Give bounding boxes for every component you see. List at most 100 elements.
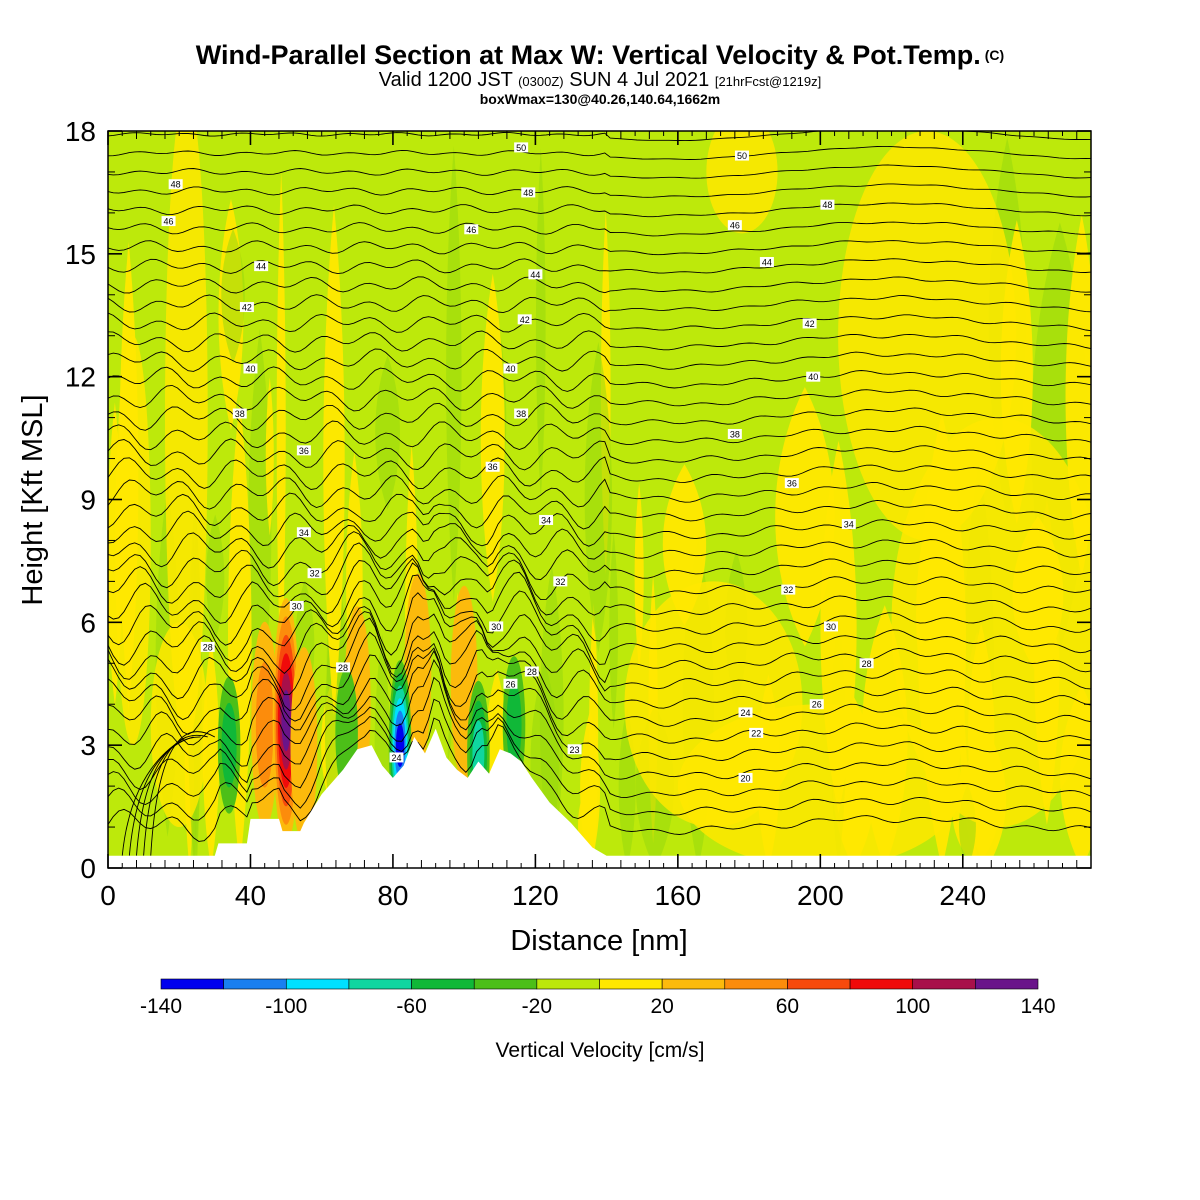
y-tick-label: 9: [80, 485, 96, 516]
isentrope-label: 24: [738, 707, 753, 718]
isentrope-line: [108, 531, 1091, 589]
isentrope-label: 40: [243, 363, 258, 374]
isentrope-line: [108, 145, 1091, 160]
isentrope-line: [108, 523, 1091, 569]
isentrope-label: 44: [759, 257, 774, 268]
colorbar-tick-label: 60: [776, 995, 799, 1018]
velocity-streak: [634, 482, 644, 670]
isentrope-label-text: 46: [466, 225, 476, 235]
isentrope-label-text: 36: [488, 462, 498, 472]
y-tick-label: 18: [65, 116, 96, 147]
isentrope-label-box: [514, 142, 529, 153]
isentrope-label: 46: [727, 220, 742, 231]
isentrope-label-box: [296, 527, 311, 538]
colorbar-tick-label: 100: [895, 995, 930, 1018]
isentrope-line: [108, 492, 1091, 530]
y-tick-label: 15: [65, 239, 96, 270]
colorbar-swatch: [849, 978, 914, 990]
velocity-streak: [446, 145, 462, 603]
x-tick-label: 240: [939, 880, 986, 911]
isentrope-label: 28: [524, 666, 539, 677]
isentrope-label-text: 32: [310, 569, 320, 579]
downdraft-core: [506, 682, 522, 768]
valid-prefix: Valid 1200 JST: [378, 69, 513, 91]
isentrope-label-box: [521, 187, 536, 198]
isentrope-label-box: [514, 408, 529, 419]
isentrope-label-text: 46: [164, 217, 174, 227]
updraft-core: [290, 647, 318, 844]
isentrope-line: [108, 649, 1091, 770]
isentrope-label-box: [243, 363, 258, 374]
isentrope-label-text: 32: [555, 577, 565, 587]
isentrope-label-box: [336, 662, 351, 673]
chart-title-block: Wind-Parallel Section at Max W: Vertical…: [0, 40, 1200, 107]
x-tick-label: 40: [235, 880, 266, 911]
isentrope-label-box: [168, 179, 183, 190]
isentrope-label-text: 30: [826, 622, 836, 632]
isentrope-line: [108, 348, 1091, 372]
isentrope-line: [150, 731, 216, 856]
isentrope-label-box: [734, 150, 749, 161]
isentrope-label: 46: [464, 224, 479, 235]
y-tick-label: 0: [80, 853, 96, 884]
isentrope-line: [108, 542, 1091, 604]
colorbar-tick-label: 140: [1020, 995, 1055, 1018]
colorbar-swatch: [160, 978, 224, 990]
isentrope-label-text: 30: [292, 601, 302, 611]
isentrope-line: [108, 676, 1091, 805]
isentrope-line: [108, 647, 1091, 746]
isentrope-line: [108, 276, 1091, 294]
isentrope-label-text: 23: [570, 745, 580, 755]
velocity-streak: [609, 531, 619, 730]
isentrope-line: [108, 510, 1091, 547]
isentrope-label-text: 46: [730, 221, 740, 231]
colorbar-swatch: [348, 978, 412, 990]
valid-utc: (0300Z): [518, 74, 564, 89]
y-tick-label: 6: [80, 607, 96, 638]
velocity-patch: [891, 417, 1091, 827]
isentrope-label: 30: [489, 621, 504, 632]
isentrope-label-text: 28: [203, 642, 213, 652]
isentrope-label-box: [749, 727, 764, 738]
isentrope-label: 38: [514, 408, 529, 419]
isentrope-label: 44: [254, 261, 269, 272]
isentrope-label-box: [759, 257, 774, 268]
isentrope-label-text: 26: [505, 679, 515, 689]
isentrope-line: [108, 183, 1091, 198]
isentrope-label-text: 28: [338, 663, 348, 673]
y-tick-label: 12: [65, 362, 96, 393]
x-tick-label: 120: [512, 880, 559, 911]
isentrope-line: [108, 384, 1091, 412]
x-tick-label: 160: [654, 880, 701, 911]
isentrope-label: 48: [168, 179, 183, 190]
isentrope-label-text: 32: [783, 585, 793, 595]
y-tick-labels: 0 3 6 9 12 15 18: [65, 116, 96, 884]
isentrope-label-text: 28: [862, 659, 872, 669]
colorbar-tick-labels: -140 -100 -60 -20 20 60 100 140: [140, 995, 1056, 1018]
plot-area: 50 50 48 48 48 46 46 46 44 44 44 42 42 42 40 40 40 38 38 38…: [108, 131, 1091, 868]
isentrope-label-text: 40: [245, 364, 255, 374]
isentrope-line: [108, 698, 1091, 821]
colorbar-label: Vertical Velocity [cm/s]: [496, 1039, 705, 1062]
colorbar-swatch: [223, 978, 287, 990]
isentrope-label-text: 38: [235, 409, 245, 419]
isentrope-line: [143, 734, 208, 856]
isentrope-label-text: 44: [530, 270, 540, 280]
colorbar-swatch: [724, 978, 788, 990]
colorbar-tick-label: -100: [265, 995, 307, 1018]
x-tick-labels: 0 40 80 120 160 200 240: [100, 880, 986, 911]
colorbar-tick-label: -60: [396, 995, 426, 1018]
isentrope-line: [108, 631, 1091, 735]
isentrope-label: 40: [806, 371, 821, 382]
velocity-streak: [323, 205, 345, 717]
isentrope-label-text: 34: [844, 520, 854, 530]
isentrope-label-box: [503, 363, 518, 374]
colorbar-swatch: [661, 978, 726, 990]
isentrope-label-box: [200, 641, 215, 652]
isentrope-line: [108, 474, 1091, 510]
isentrope-label: 28: [859, 658, 874, 669]
isentrope-label-box: [802, 318, 817, 329]
x-tick-label: 0: [100, 880, 116, 911]
isentrope-line: [108, 562, 1091, 646]
isentrope-label: 42: [802, 318, 817, 329]
